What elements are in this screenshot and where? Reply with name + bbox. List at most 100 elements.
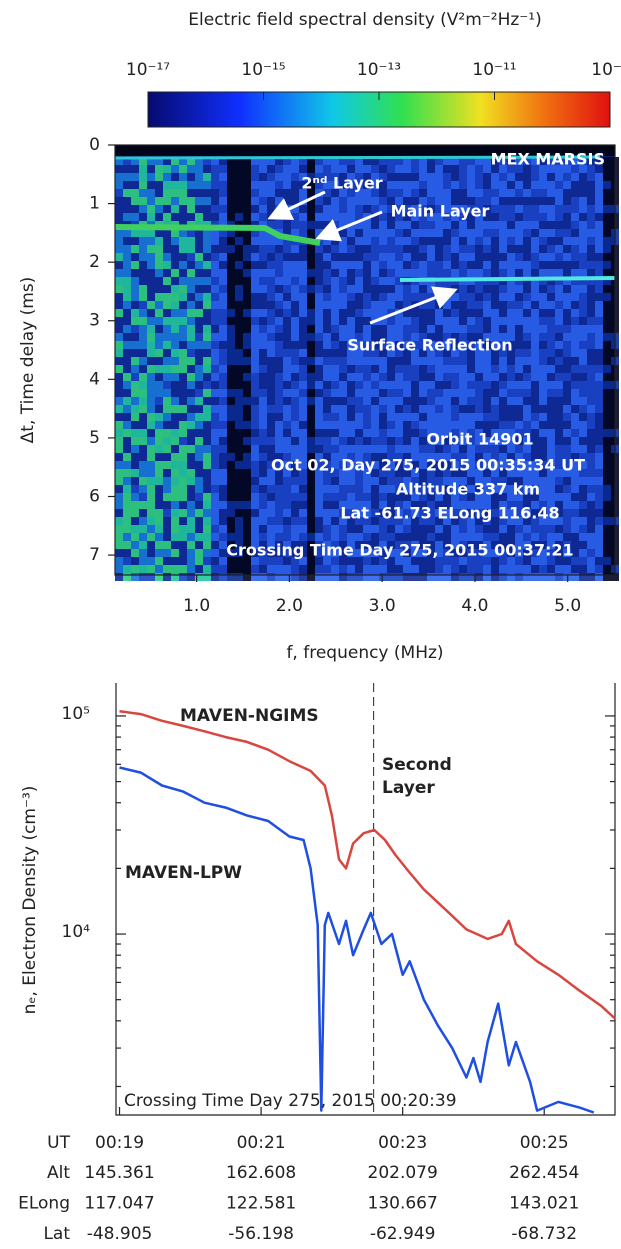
texture-cell [475,173,483,181]
texture-cell [387,189,395,197]
texture-cell [147,325,155,333]
texture-cell [443,365,451,373]
texture-cell [355,309,363,317]
texture-cell [603,429,611,437]
texture-cell [419,357,427,365]
texture-cell [571,197,579,205]
texture-cell [379,253,387,261]
texture-cell [379,405,387,413]
texture-cell [587,333,595,341]
texture-cell [499,285,507,293]
texture-cell [187,349,195,357]
texture-cell [523,261,531,269]
texture-cell [163,181,171,189]
texture-cell [475,221,483,229]
texture-cell [323,501,331,509]
texture-cell [227,269,235,277]
texture-cell [211,525,219,533]
texture-cell [523,309,531,317]
texture-cell [187,365,195,373]
texture-cell [379,269,387,277]
texture-cell [427,325,435,333]
texture-cell [155,317,163,325]
texture-cell [587,213,595,221]
annotation: Lat -61.73 ELong 116.48 [340,504,559,523]
texture-cell [363,445,371,453]
texture-cell [267,389,275,397]
texture-cell [315,197,323,205]
texture-cell [251,349,259,357]
texture-cell [315,413,323,421]
texture-cell [115,205,123,213]
texture-cell [483,365,491,373]
texture-cell [123,325,131,333]
texture-cell [259,469,267,477]
texture-cell [419,165,427,173]
texture-cell [347,325,355,333]
texture-cell [371,221,379,229]
texture-cell [411,373,419,381]
texture-cell [427,565,435,573]
texture-cell [547,357,555,365]
texture-cell [163,373,171,381]
texture-cell [523,325,531,333]
texture-cell [227,245,235,253]
legend-label: MAVEN-LPW [125,863,242,883]
texture-cell [371,245,379,253]
texture-cell [523,237,531,245]
texture-cell [387,485,395,493]
texture-cell [187,285,195,293]
texture-cell [451,373,459,381]
texture-cell [251,573,259,581]
texture-cell [123,509,131,517]
texture-cell [219,389,227,397]
texture-cell [299,477,307,485]
texture-cell [571,269,579,277]
y-tick-label: 10⁴ [62,922,91,942]
texture-cell [491,213,499,221]
texture-cell [139,421,147,429]
texture-cell [395,317,403,325]
texture-cell [515,213,523,221]
texture-cell [339,309,347,317]
texture-cell [523,269,531,277]
texture-cell [307,229,315,237]
texture-cell [435,421,443,429]
texture-cell [587,205,595,213]
texture-cell [219,357,227,365]
texture-cell [115,517,123,525]
texture-cell [179,213,187,221]
texture-cell [363,397,371,405]
texture-cell [587,493,595,501]
texture-cell [235,381,243,389]
texture-cell [147,405,155,413]
x-tick-label: 5.0 [554,596,581,616]
texture-cell [507,269,515,277]
texture-cell [363,245,371,253]
texture-cell [179,485,187,493]
texture-cell [427,253,435,261]
texture-cell [451,397,459,405]
texture-cell [443,309,451,317]
texture-cell [211,533,219,541]
texture-cell [123,237,131,245]
texture-cell [347,573,355,581]
texture-cell [427,245,435,253]
texture-cell [603,309,611,317]
texture-cell [387,293,395,301]
texture-cell [371,437,379,445]
texture-cell [443,221,451,229]
texture-cell [403,365,411,373]
texture-cell [275,245,283,253]
texture-cell [515,341,523,349]
texture-cell [395,293,403,301]
texture-cell [131,421,139,429]
texture-cell [203,165,211,173]
texture-cell [139,373,147,381]
texture-cell [131,453,139,461]
texture-cell [171,477,179,485]
texture-cell [283,341,291,349]
texture-cell [179,237,187,245]
texture-cell [243,453,251,461]
texture-cell [323,237,331,245]
